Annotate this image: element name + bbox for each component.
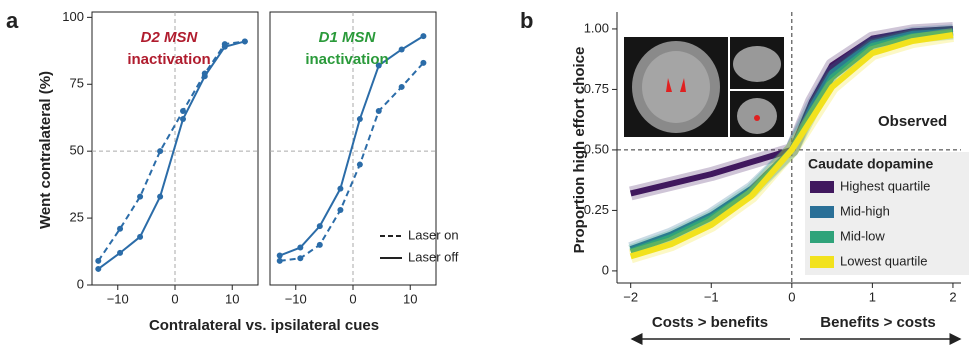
data-point (117, 250, 123, 256)
legend-swatch (810, 231, 834, 243)
panel-title: D1 MSN (319, 29, 377, 46)
data-point (317, 223, 323, 229)
legend-label: Laser on (408, 227, 459, 242)
annotation: Benefits > costs (820, 314, 935, 331)
data-point (242, 38, 248, 44)
data-point (202, 73, 208, 79)
data-point (277, 258, 283, 264)
data-point (117, 226, 123, 232)
annotation: Observed (878, 113, 947, 130)
data-point (277, 253, 283, 259)
x-tick-label: −2 (623, 289, 638, 304)
panel-subtitle: inactivation (127, 51, 210, 68)
figure: a b Went contralateral (%) Contralateral… (0, 0, 969, 345)
data-point (157, 148, 163, 154)
y-axis-label: Went contralateral (%) (37, 71, 54, 229)
data-point (297, 245, 303, 251)
x-tick-label: 1 (869, 289, 876, 304)
data-point (420, 33, 426, 39)
panel-label: b (520, 8, 533, 33)
data-point (399, 84, 405, 90)
data-point (317, 242, 323, 248)
x-axis-label: Contralateral vs. ipsilateral cues (149, 317, 379, 334)
y-tick-label: 0.50 (584, 141, 609, 156)
data-point (180, 116, 186, 122)
data-point (95, 266, 101, 272)
x-tick-label: −1 (704, 289, 719, 304)
data-point (399, 46, 405, 52)
x-tick-label: 10 (225, 291, 239, 306)
data-point (137, 194, 143, 200)
legend-label: Laser off (408, 249, 459, 264)
legend-label: Lowest quartile (840, 253, 927, 268)
data-point (222, 44, 228, 50)
y-tick-label: 1.00 (584, 20, 609, 35)
annotation: Costs > benefits (652, 314, 768, 331)
data-point (337, 207, 343, 213)
panel-label: a (6, 8, 19, 33)
y-tick-label: 0 (602, 262, 609, 277)
data-point (157, 194, 163, 200)
series-line (98, 41, 245, 268)
data-point (95, 258, 101, 264)
x-tick-label: −10 (285, 291, 307, 306)
data-point (376, 108, 382, 114)
data-point (420, 60, 426, 66)
y-tick-label: 25 (70, 210, 84, 225)
legend-label: Mid-high (840, 203, 890, 218)
data-point (297, 255, 303, 261)
y-tick-label: 0 (77, 276, 84, 291)
brain-inset (624, 37, 784, 137)
data-point (337, 186, 343, 192)
series-line (280, 36, 424, 255)
x-tick-label: 2 (949, 289, 956, 304)
panel-title: D2 MSN (141, 29, 199, 46)
panel-subtitle: inactivation (305, 51, 388, 68)
x-tick-label: 10 (403, 291, 417, 306)
legend-swatch (810, 256, 834, 268)
y-tick-label: 75 (70, 76, 84, 91)
data-point (357, 162, 363, 168)
series-line (280, 63, 424, 261)
x-tick-label: −10 (107, 291, 129, 306)
data-point (357, 116, 363, 122)
y-tick-label: 0.25 (584, 202, 609, 217)
y-tick-label: 100 (62, 9, 84, 24)
y-tick-label: 50 (70, 143, 84, 158)
y-tick-label: 0.75 (584, 81, 609, 96)
x-tick-label: 0 (349, 291, 356, 306)
legend-title: Caudate dopamine (808, 156, 933, 172)
x-tick-label: 0 (171, 291, 178, 306)
legend-swatch (810, 206, 834, 218)
legend-swatch (810, 181, 834, 193)
legend-label: Mid-low (840, 228, 885, 243)
data-point (137, 234, 143, 240)
x-tick-label: 0 (788, 289, 795, 304)
legend-label: Highest quartile (840, 178, 930, 193)
